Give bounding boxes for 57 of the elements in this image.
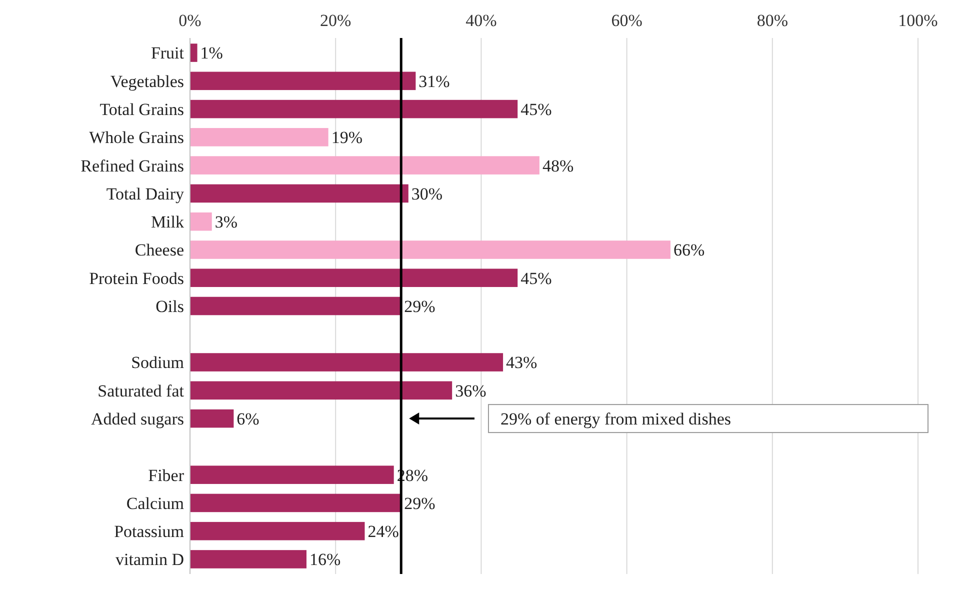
- bar: [190, 494, 402, 512]
- data-label: 24%: [368, 522, 399, 542]
- x-tick-label: 20%: [320, 11, 352, 30]
- data-label: 45%: [520, 268, 552, 288]
- data-label: 6%: [236, 409, 260, 428]
- x-tick-label: 0%: [178, 11, 202, 30]
- bar: [190, 409, 234, 428]
- bar: [190, 156, 540, 174]
- y-tick-label: Sodium: [131, 353, 184, 372]
- y-tick-label: Fiber: [148, 466, 184, 485]
- y-tick-label: Cheese: [134, 240, 184, 260]
- y-tick-label: Potassium: [114, 522, 184, 542]
- data-label: 30%: [411, 184, 443, 204]
- bar: [190, 353, 504, 372]
- y-tick-label: Fruit: [150, 44, 184, 63]
- bar: [190, 100, 518, 118]
- data-label: 29%: [404, 296, 436, 316]
- data-label: 1%: [200, 44, 223, 63]
- bar: [190, 381, 452, 400]
- y-tick-label: Whole Grains: [89, 128, 184, 148]
- x-tick-label: 40%: [466, 11, 497, 30]
- x-tick-label: 60%: [611, 11, 642, 30]
- y-tick-label: vitamin D: [116, 550, 184, 570]
- y-tick-label: Total Dairy: [106, 184, 184, 204]
- y-tick-label: Total Grains: [100, 100, 184, 119]
- data-label: 31%: [418, 72, 450, 91]
- bar: [190, 522, 365, 540]
- data-label: 19%: [331, 128, 362, 148]
- data-label: 29%: [404, 494, 436, 513]
- data-label: 66%: [673, 240, 705, 260]
- bar: [190, 268, 518, 288]
- bar: [190, 184, 408, 203]
- bar: [190, 296, 402, 316]
- y-tick-label: Calcium: [126, 494, 184, 513]
- ref-line-label: 29% of energy from mixed dishes: [500, 409, 732, 428]
- y-tick-label: Saturated fat: [98, 381, 184, 400]
- y-tick-label: Milk: [150, 212, 184, 232]
- y-tick-label: Protein Foods: [89, 268, 184, 288]
- bar: [190, 44, 198, 62]
- bar: [190, 466, 394, 484]
- bar: [190, 72, 416, 90]
- bar: [190, 550, 306, 568]
- data-label: 48%: [542, 156, 574, 176]
- data-label: 45%: [520, 100, 552, 119]
- data-label: 43%: [506, 353, 538, 372]
- y-tick-label: Added sugars: [90, 409, 184, 428]
- x-tick-label: 100%: [898, 11, 938, 30]
- data-label: 16%: [309, 550, 341, 570]
- y-tick-label: Vegetables: [110, 72, 184, 91]
- y-tick-label: Oils: [156, 296, 184, 316]
- bar: [190, 212, 212, 231]
- x-tick-label: 80%: [756, 11, 788, 30]
- bar: [190, 240, 670, 259]
- data-label: 36%: [455, 381, 486, 400]
- y-tick-label: Refined Grains: [80, 156, 184, 176]
- data-label: 3%: [214, 212, 238, 232]
- bar: [190, 128, 328, 146]
